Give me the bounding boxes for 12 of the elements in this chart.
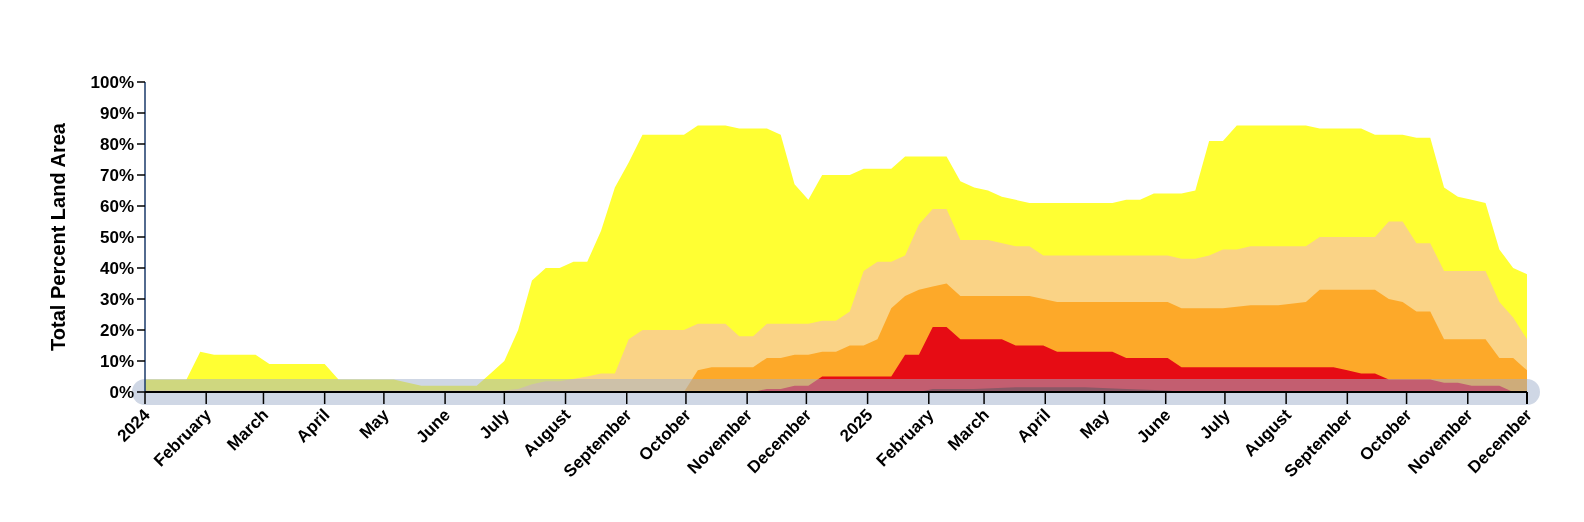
- y-tick-label: 20%: [99, 320, 134, 340]
- y-tick-label: 90%: [99, 103, 134, 123]
- y-tick-label: 100%: [90, 72, 134, 92]
- y-tick-label: 80%: [99, 134, 134, 154]
- y-axis-title: Total Percent Land Area: [47, 122, 69, 351]
- y-tick-label: 60%: [99, 196, 134, 216]
- y-tick-label: 70%: [99, 165, 134, 185]
- y-tick-label: 50%: [99, 227, 134, 247]
- y-tick-label: 30%: [99, 289, 134, 309]
- y-tick-label: 10%: [99, 351, 134, 371]
- y-tick-label: 0%: [109, 382, 134, 402]
- y-tick-label: 40%: [99, 258, 134, 278]
